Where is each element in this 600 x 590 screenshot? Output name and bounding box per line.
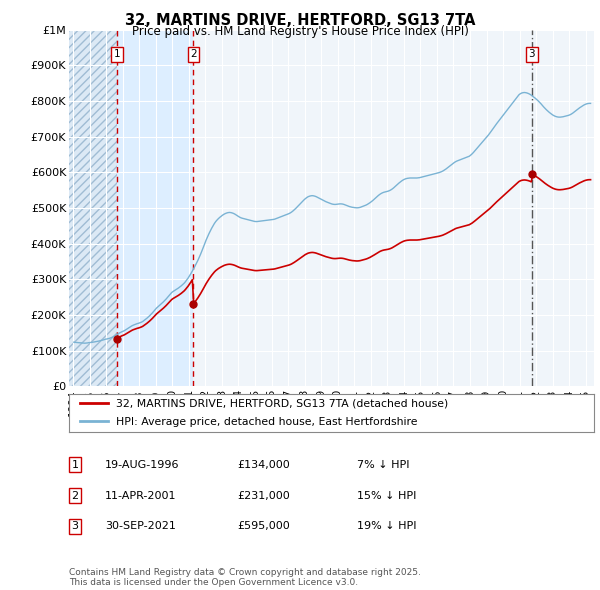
Text: 2: 2 xyxy=(190,50,197,60)
Text: 15% ↓ HPI: 15% ↓ HPI xyxy=(357,491,416,500)
Text: 2: 2 xyxy=(71,491,79,500)
Bar xyxy=(193,30,594,386)
Text: 32, MARTINS DRIVE, HERTFORD, SG13 7TA: 32, MARTINS DRIVE, HERTFORD, SG13 7TA xyxy=(125,13,475,28)
Text: 30-SEP-2021: 30-SEP-2021 xyxy=(105,522,176,531)
Text: 1: 1 xyxy=(71,460,79,470)
Text: HPI: Average price, detached house, East Hertfordshire: HPI: Average price, detached house, East… xyxy=(116,417,418,427)
Bar xyxy=(117,30,193,386)
Text: 1: 1 xyxy=(113,50,120,60)
Text: £134,000: £134,000 xyxy=(237,460,290,470)
Text: Contains HM Land Registry data © Crown copyright and database right 2025.
This d: Contains HM Land Registry data © Crown c… xyxy=(69,568,421,587)
Text: Price paid vs. HM Land Registry's House Price Index (HPI): Price paid vs. HM Land Registry's House … xyxy=(131,25,469,38)
Text: 19-AUG-1996: 19-AUG-1996 xyxy=(105,460,179,470)
Text: 32, MARTINS DRIVE, HERTFORD, SG13 7TA (detached house): 32, MARTINS DRIVE, HERTFORD, SG13 7TA (d… xyxy=(116,399,449,409)
Text: 3: 3 xyxy=(71,522,79,531)
Text: 19% ↓ HPI: 19% ↓ HPI xyxy=(357,522,416,531)
Text: 11-APR-2001: 11-APR-2001 xyxy=(105,491,176,500)
Text: £231,000: £231,000 xyxy=(237,491,290,500)
Text: £595,000: £595,000 xyxy=(237,522,290,531)
Text: 7% ↓ HPI: 7% ↓ HPI xyxy=(357,460,409,470)
Text: 3: 3 xyxy=(529,50,535,60)
